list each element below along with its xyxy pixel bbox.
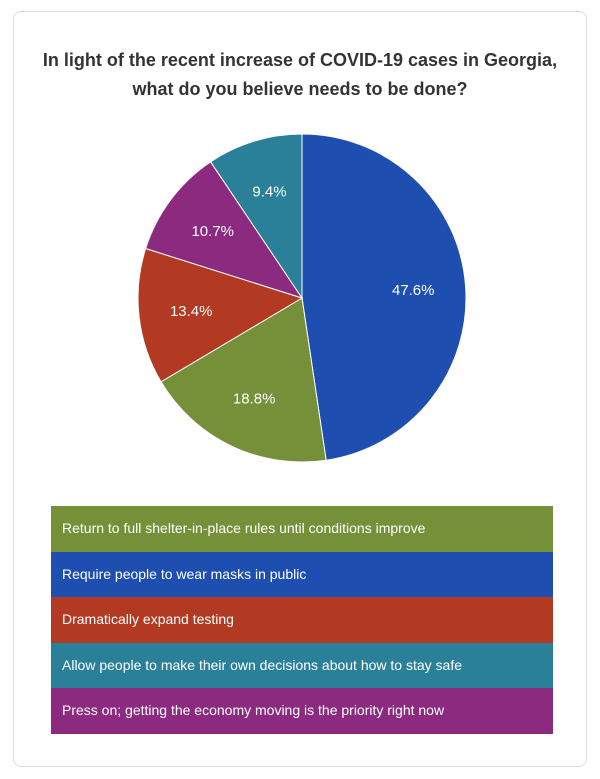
pie-slice — [137, 247, 304, 383]
legend-item: Dramatically expand testing — [51, 597, 553, 643]
pie-slice — [301, 133, 467, 461]
slice-value-label: 18.8% — [233, 391, 276, 408]
legend-item: Return to full shelter-in-place rules un… — [51, 506, 553, 552]
slice-value-label: 13.4% — [170, 303, 213, 320]
pie-slice — [145, 161, 304, 299]
chart-legend: Return to full shelter-in-place rules un… — [51, 506, 553, 734]
pie-slice — [160, 297, 327, 463]
legend-item: Press on; getting the economy moving is … — [51, 688, 553, 734]
slice-value-label: 9.4% — [252, 183, 286, 200]
pie-slice — [209, 133, 303, 300]
slice-value-label: 10.7% — [191, 223, 234, 240]
legend-item: Allow people to make their own decisions… — [51, 642, 553, 689]
chart-title: In light of the recent increase of COVID… — [42, 50, 558, 99]
legend-item: Require people to wear masks in public — [51, 551, 553, 598]
slice-value-label: 47.6% — [392, 282, 435, 299]
